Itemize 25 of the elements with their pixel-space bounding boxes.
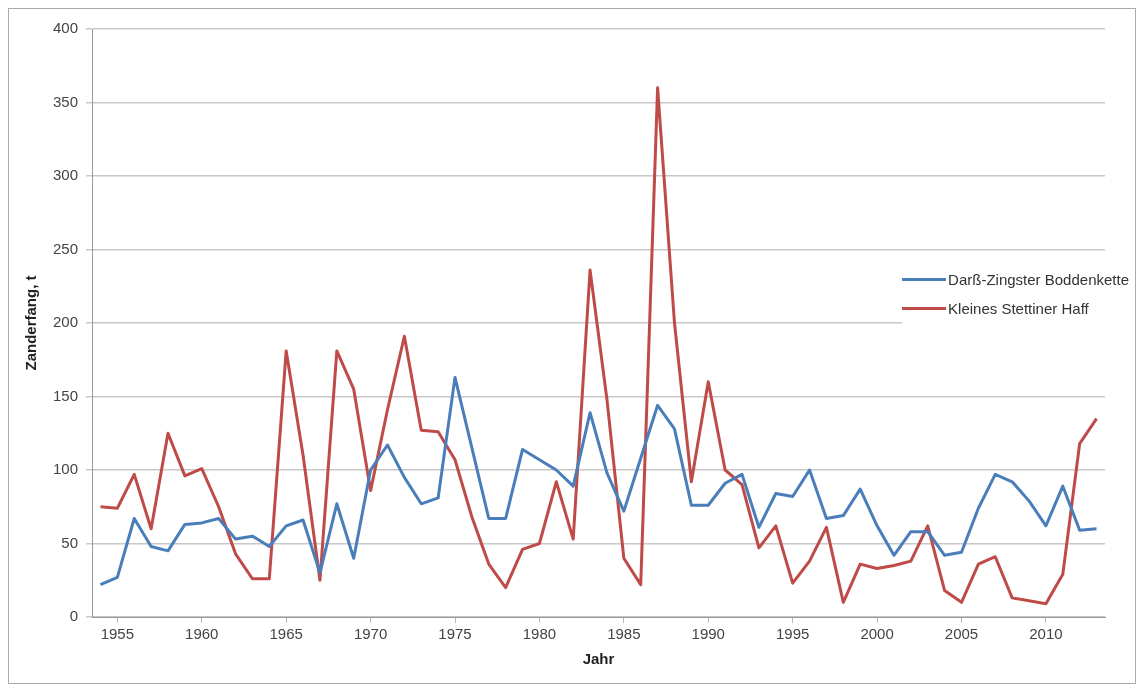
x-tick-label: 1995 <box>775 625 810 643</box>
legend-label: Kleines Stettiner Haff <box>948 300 1089 317</box>
y-tick-label: 300 <box>53 166 79 184</box>
y-tick-label: 400 <box>53 19 79 37</box>
x-tick-label: 2005 <box>944 625 979 643</box>
x-tick-label: 1980 <box>522 625 557 643</box>
x-tick-label: 1955 <box>100 625 135 643</box>
x-tick-label: 1985 <box>607 625 641 643</box>
y-tick-label: 350 <box>53 92 79 110</box>
x-tick-label: 1970 <box>353 625 388 643</box>
x-tick-label: 1975 <box>438 625 472 643</box>
y-tick-label: 0 <box>69 607 79 625</box>
legend-label: Darß-Zingster Boddenkette <box>948 271 1129 288</box>
y-tick-label: 50 <box>61 533 79 551</box>
y-tick-label: 250 <box>53 239 79 257</box>
y-tick-label: 150 <box>53 386 79 404</box>
x-tick-label: 1960 <box>185 625 219 643</box>
x-axis-title: Jahr <box>582 650 615 668</box>
x-tick-label: 2000 <box>860 625 894 643</box>
y-axis-title: Zanderfang, t <box>22 275 40 371</box>
y-tick-label: 200 <box>53 313 79 331</box>
x-tick-label: 2010 <box>1029 625 1063 643</box>
x-tick-label: 1990 <box>691 625 725 643</box>
y-tick-label: 100 <box>53 460 79 478</box>
x-tick-label: 1965 <box>269 625 303 643</box>
